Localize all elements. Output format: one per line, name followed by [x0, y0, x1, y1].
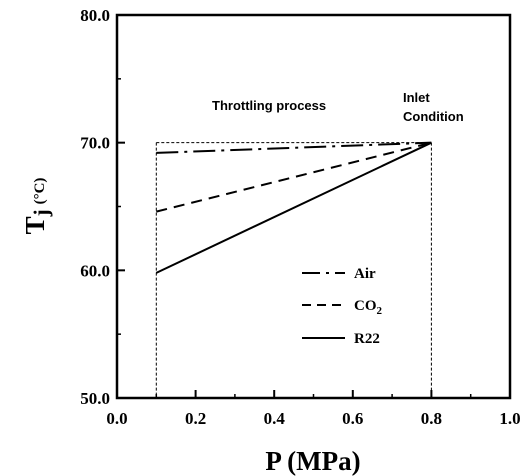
- x-tick-label: 0.8: [421, 409, 442, 428]
- y-axis-title-sub: j: [29, 209, 53, 217]
- y-tick-label: 70.0: [80, 134, 110, 153]
- legend-label-r22: R22: [354, 331, 380, 347]
- x-tick-label: 1.0: [499, 409, 520, 428]
- x-axis-ticks: 0.0 0.2 0.4 0.6 0.8 1.0: [106, 390, 521, 428]
- y-tick-label: 50.0: [80, 389, 110, 408]
- legend: Air CO2 R22: [302, 266, 383, 347]
- x-tick-label: 0.0: [106, 409, 127, 428]
- series-line-co2: [156, 141, 432, 213]
- annotation-throttling: Throttling process: [212, 98, 326, 113]
- x-tick-label: 0.6: [342, 409, 363, 428]
- y-tick-label: 80.0: [80, 6, 110, 25]
- y-axis-ticks: 50.0 60.0 70.0 80.0: [80, 6, 125, 408]
- annotation-inlet-line2: Condition: [403, 109, 464, 124]
- y-axis-title: Tj (°C): [20, 178, 53, 235]
- y-tick-label: 60.0: [80, 261, 110, 280]
- series-layer: [155, 141, 432, 274]
- legend-label-co2: CO2: [354, 298, 383, 317]
- y-axis-title-unit: (°C): [32, 178, 48, 205]
- x-axis-title: P (MPa): [265, 446, 360, 476]
- legend-label-sub: 2: [377, 305, 383, 317]
- y-axis-title-main: T: [20, 216, 50, 234]
- x-tick-label: 0.4: [264, 409, 286, 428]
- annotation-inlet-line1: Inlet: [403, 90, 430, 105]
- series-line-r22: [155, 141, 432, 274]
- x-tick-label: 0.2: [185, 409, 206, 428]
- legend-label-air: Air: [354, 266, 376, 282]
- series-line-air: [156, 141, 432, 154]
- guide-box: [155, 142, 432, 398]
- legend-label-main: CO: [354, 298, 377, 314]
